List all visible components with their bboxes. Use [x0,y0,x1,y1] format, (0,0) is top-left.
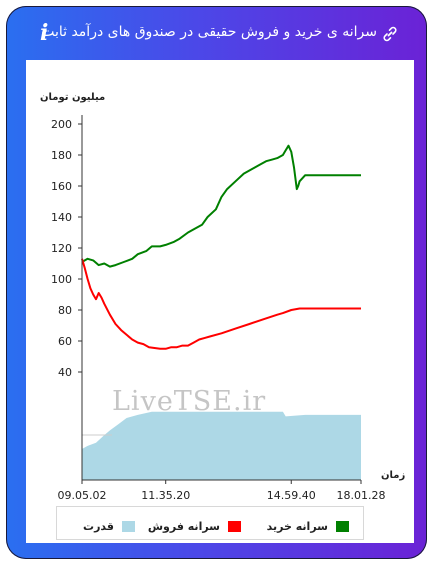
x-axis-label: زمان [381,470,405,481]
y-tick-label-2: 80 [58,304,72,317]
y-tick-label-5: 140 [51,211,72,224]
legend-item-buy[interactable]: سرانه خرید [266,516,349,533]
legend-item-power[interactable]: قدرت [83,516,135,533]
chart-plot: میلیون تومان زمان 40 60 80 100 120 140 160 180 2… [40,92,405,500]
legend: سرانه خرید سرانه فروش قدرت [56,506,364,540]
y-axis-label: میلیون تومان [40,92,105,103]
legend-item-sell[interactable]: سرانه فروش [147,516,241,533]
info-icon[interactable]: i [40,20,49,46]
x-tick-label-1: 11.35.20 [141,489,190,500]
watermark: LiveTSE.ir [112,386,267,417]
y-tick-label-1: 60 [58,335,72,348]
legend-label-power: قدرت [83,520,114,533]
legend-swatch-power [122,521,135,532]
series-line-sell [81,258,361,350]
series-area-power [82,411,361,480]
legend-swatch-sell [228,521,241,532]
y-tick-label-0: 40 [58,366,72,379]
x-tick-label-0: 09.05.02 [58,489,107,500]
chart-window: i سرانه ی خرید و فروش حقیقی در صندوق های… [6,6,427,559]
y-tick-label-4: 120 [51,242,72,255]
y-tick-label-7: 180 [51,149,72,162]
series-line-buy [81,144,361,268]
x-tick-label-3: 18.01.28 [337,489,386,500]
y-tick-label-3: 100 [51,273,72,286]
chart-title: سرانه ی خرید و فروش حقیقی در صندوق های د… [41,24,377,40]
x-tick-label-2: 14.59.40 [267,489,316,500]
link-icon[interactable] [381,25,399,43]
legend-swatch-buy [336,521,349,532]
legend-label-sell: سرانه فروش [147,520,220,533]
y-tick-label-6: 160 [51,180,72,193]
title-bar: i سرانه ی خرید و فروش حقیقی در صندوق های… [6,6,427,60]
legend-label-buy: سرانه خرید [266,520,328,533]
chart-panel: میلیون تومان زمان 40 60 80 100 120 140 160 180 2… [26,60,414,543]
y-tick-label-8: 200 [51,118,72,131]
